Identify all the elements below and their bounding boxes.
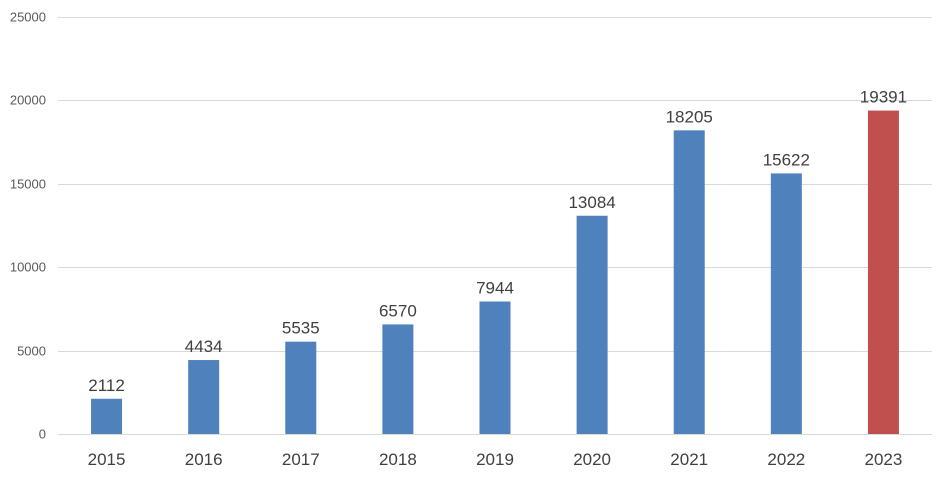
x-tick-label-2015: 2015 <box>88 450 126 469</box>
y-tick-label: 20000 <box>10 93 46 108</box>
x-tick-label-2023: 2023 <box>865 450 903 469</box>
data-label-2021: 18205 <box>666 107 713 126</box>
y-tick-label: 10000 <box>10 260 46 275</box>
bar-2016 <box>188 360 220 434</box>
y-tick-label: 5000 <box>17 344 46 359</box>
bar-2021 <box>673 130 705 434</box>
x-tick-label-2020: 2020 <box>573 450 611 469</box>
x-tick-label-2021: 2021 <box>670 450 708 469</box>
x-tick-label-2016: 2016 <box>185 450 223 469</box>
y-tick-label: 25000 <box>10 10 46 25</box>
bar-2022 <box>770 173 802 434</box>
data-label-2022: 15622 <box>763 150 810 169</box>
data-label-2017: 5535 <box>282 319 320 338</box>
x-tick-label-2017: 2017 <box>282 450 320 469</box>
y-tick-label: 15000 <box>10 177 46 192</box>
x-tick-label-2018: 2018 <box>379 450 417 469</box>
data-label-2023: 19391 <box>860 88 907 107</box>
y-tick-label: 0 <box>39 427 46 442</box>
bar-2017 <box>285 341 317 434</box>
y-axis-tick-labels: 0 5000 10000 15000 20000 25000 <box>10 10 46 442</box>
data-label-2018: 6570 <box>379 301 417 320</box>
x-tick-label-2019: 2019 <box>476 450 514 469</box>
x-axis-tick-labels: 2015 2016 2017 2018 2019 2020 2021 2022 2023 <box>88 450 903 469</box>
gridlines <box>58 17 932 435</box>
data-label-2020: 13084 <box>568 193 615 212</box>
data-labels: 2112 4434 5535 6570 7944 13084 18205 15622 19391 <box>88 88 907 395</box>
x-tick-label-2022: 2022 <box>767 450 805 469</box>
bars <box>91 110 899 435</box>
data-label-2015: 2112 <box>88 376 125 395</box>
bar-2020 <box>576 215 608 434</box>
data-label-2016: 4434 <box>185 337 223 356</box>
bar-2019 <box>479 301 511 434</box>
bar-2015 <box>91 398 123 434</box>
bar-2023 <box>867 110 899 435</box>
data-label-2019: 7944 <box>476 278 514 297</box>
bar-2018 <box>382 324 414 434</box>
